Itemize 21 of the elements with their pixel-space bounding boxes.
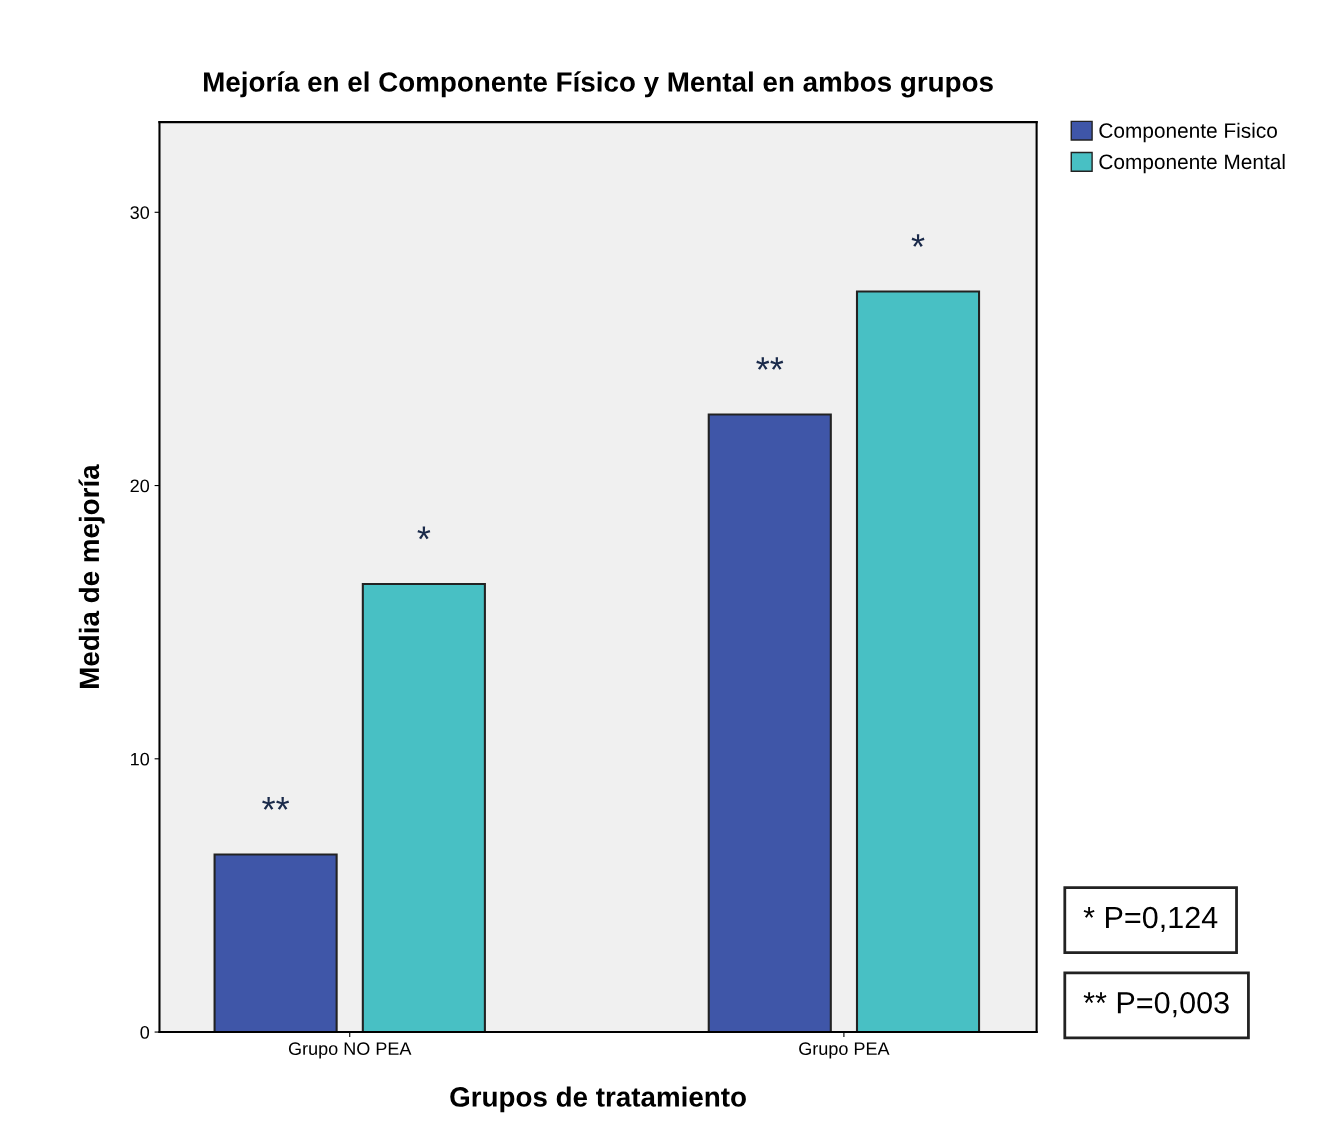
data-label: * (911, 234, 925, 247)
bar (707, 413, 832, 1033)
data-label: ** (756, 357, 784, 370)
bar (361, 582, 486, 1033)
legend-label: Componente Fisico (1099, 122, 1277, 143)
y-tick-label: 10 (131, 752, 150, 766)
chart-title: Mejoría en el Componente Físico y Mental en ambos grupos (204, 71, 993, 98)
y-tick-label: 30 (130, 206, 150, 220)
legend-label: Componente Mental (1099, 153, 1285, 174)
y-tick-label: 0 (140, 1025, 150, 1039)
bar (213, 853, 338, 1033)
data-label: ** (262, 797, 290, 810)
x-axis-title: Grupos de tratamiento (450, 1086, 746, 1113)
text: * P=0,124 (1083, 906, 1218, 932)
y-tick-label: 20 (130, 479, 150, 493)
x-tick-label: Grupo NO PEA (288, 1042, 412, 1059)
text: ** P=0,003 (1083, 991, 1229, 1018)
x-tick-label: Grupo PEA (799, 1042, 890, 1059)
bar (855, 290, 981, 1033)
y-axis-title: Media de mejoría (78, 464, 105, 688)
data-label: * (417, 526, 431, 540)
